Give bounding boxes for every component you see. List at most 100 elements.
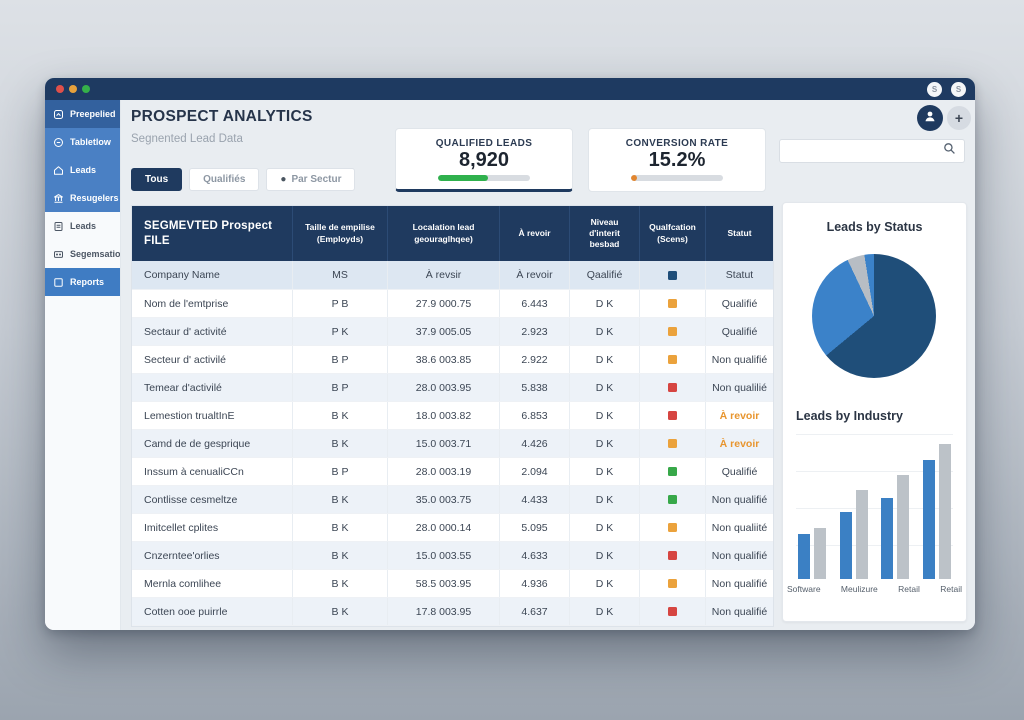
column-header-location: Localation lead geouraglhqee): [387, 206, 499, 261]
cell-name: Sectaur d' activité: [144, 325, 227, 338]
table-row[interactable]: Temear d'activilé B P 28.0 003.95 5.838 D K N…: [132, 374, 773, 402]
reports-icon: [53, 277, 64, 288]
cell-name: Mernla comlihee: [144, 577, 222, 590]
filter-button-tous[interactable]: Tous: [131, 168, 183, 191]
kpi-label: QUALIFIED LEADS: [435, 138, 533, 149]
sidebar-item-leads[interactable]: Leads: [45, 156, 120, 184]
status-square-icon: [668, 467, 677, 476]
cell-location: 15.0 003.71: [387, 430, 499, 457]
kpi-progress-track: [438, 175, 530, 181]
column-header-revoir: À revoir: [499, 206, 569, 261]
cell-statut: Non qualifié: [705, 542, 773, 569]
cell-revoir: 4.637: [499, 598, 569, 625]
sidebar-item-tabletlow[interactable]: Tabletlow: [45, 128, 120, 156]
table-row[interactable]: Contlisse cesmeltze B K 35.0 003.75 4.433 D …: [132, 486, 773, 514]
cell-size: B K: [292, 570, 387, 597]
table-icon: [53, 137, 64, 148]
bar-groups: [798, 434, 951, 579]
sidebar-item-segemsation[interactable]: Segemsation: [45, 240, 120, 268]
cell-niveau: D K: [569, 458, 639, 485]
cell-statut: Statut: [705, 261, 773, 289]
table-row[interactable]: Cnzerntee'orlies B K 15.0 003.55 4.633 D K No…: [132, 542, 773, 570]
bar-x-label: Meulizure: [840, 584, 878, 594]
cell-name: Imitcellet cplites: [144, 521, 219, 534]
cell-niveau: Qaalifié: [569, 261, 639, 289]
cell-statut: À revoir: [705, 430, 773, 457]
status-pie-chart: [812, 254, 936, 378]
traffic-light-minimize-button[interactable]: [69, 85, 77, 93]
status-square-icon: [668, 551, 677, 560]
cell-location: 37.9 005.05: [387, 318, 499, 345]
status-square-icon: [668, 270, 677, 280]
table-row[interactable]: Sectaur d' activité P K 37.9 005.05 2.923 D …: [132, 318, 773, 346]
cell-size: B K: [292, 542, 387, 569]
sidebar-item-preepelied[interactable]: Preepelied: [45, 100, 120, 128]
status-square-icon: [668, 355, 677, 364]
table-row[interactable]: Cotten ooe puirrle B K 17.8 003.95 4.637 D K…: [132, 598, 773, 626]
table-row[interactable]: Imitcellet cplites B K 28.0 000.14 5.095 D K…: [132, 514, 773, 542]
sidebar-item-label: Segemsation: [70, 249, 120, 259]
status-square-icon: [668, 579, 677, 588]
cell-revoir: À revoir: [499, 261, 569, 289]
cell-qualification: [639, 430, 705, 457]
status-square-icon: [668, 523, 677, 532]
cell-statut: Non qualifié: [705, 486, 773, 513]
status-square-icon: [668, 607, 677, 616]
cell-name: Temear d'activilé: [144, 381, 222, 394]
user-icon: [923, 109, 937, 128]
kpi-value: 15.2%: [648, 149, 706, 171]
cell-niveau: D K: [569, 542, 639, 569]
main-content: PROSPECT ANALYTICS Segnented Lead Data T…: [121, 100, 975, 630]
table-row[interactable]: Lemestion trualtInE B K 18.0 003.82 6.853 D …: [132, 402, 773, 430]
kpi-progress-track: [631, 175, 723, 181]
cell-niveau: D K: [569, 430, 639, 457]
bar-leads: [839, 511, 852, 579]
charts-panel: Leads by Status Leads by Industry Softwa…: [782, 202, 967, 622]
cell-name: Company Name: [144, 269, 220, 281]
table-body: Company Name MS À revsir À revoir Qaalifié St…: [132, 261, 773, 626]
kpi-progress-fill: [631, 175, 637, 181]
cell-name: Secteur d' activilé: [144, 353, 226, 366]
sidebar-item-leads[interactable]: Leads: [45, 212, 120, 240]
titlebar-badge-icon[interactable]: S: [951, 82, 966, 97]
sidebar-item-reports[interactable]: Reports: [45, 268, 120, 296]
cell-revoir: 2.094: [499, 458, 569, 485]
filter-label: Par Sectur: [291, 174, 342, 185]
table-row[interactable]: Camd de de gesprique B K 15.0 003.71 4.426 D…: [132, 430, 773, 458]
traffic-light-close-button[interactable]: [56, 85, 64, 93]
cell-revoir: 4.633: [499, 542, 569, 569]
add-button[interactable]: +: [947, 106, 971, 130]
cell-name: Nom de l'emtprise: [144, 297, 229, 310]
bullet-dot-icon: ●: [280, 174, 287, 185]
titlebar-badge-icon[interactable]: S: [927, 82, 942, 97]
cell-qualification: [639, 374, 705, 401]
kpi-progress-fill: [438, 175, 488, 181]
cell-statut: Non qualifié: [705, 570, 773, 597]
search-input[interactable]: [788, 145, 943, 157]
table-row[interactable]: Inssum à cenualiCCn B P 28.0 003.19 2.094 D …: [132, 458, 773, 486]
table-subheader-row[interactable]: Company Name MS À revsir À revoir Qaalifié St…: [132, 261, 773, 290]
bar-x-labels: Software Meulizure Retail Retail: [787, 584, 962, 594]
table-row[interactable]: Mernla comlihee B K 58.5 003.95 4.936 D K Non…: [132, 570, 773, 598]
kpi-card-conversion-rate: CONVERSION RATE 15.2%: [588, 128, 766, 192]
search-icon[interactable]: [943, 142, 956, 160]
cell-niveau: D K: [569, 598, 639, 625]
table-row[interactable]: Nom de l'emtprise P B 27.9 000.75 6.443 D K Q…: [132, 290, 773, 318]
sidebar-item-label: Resugelers: [70, 193, 119, 203]
cell-name: Camd de de gesprique: [144, 437, 251, 450]
filter-button-par-sectur[interactable]: ● Par Sectur: [266, 168, 356, 191]
sidebar-item-resugelers[interactable]: Resugelers: [45, 184, 120, 212]
filter-buttons: Tous Qualifiés ● Par Sectur: [131, 168, 356, 191]
cell-statut: À revoir: [705, 402, 773, 429]
cell-location: 28.0 003.19: [387, 458, 499, 485]
user-avatar[interactable]: [917, 105, 943, 131]
cell-statut: Non qualiité: [705, 514, 773, 541]
table-row[interactable]: Secteur d' activilé B P 38.6 003.85 2.922 D …: [132, 346, 773, 374]
traffic-light-zoom-button[interactable]: [82, 85, 90, 93]
industry-bar-chart: [796, 434, 953, 579]
filter-button-qualifi-s[interactable]: Qualifiés: [189, 168, 260, 191]
cell-name: Contlisse cesmeltze: [144, 493, 238, 506]
cell-name: Inssum à cenualiCCn: [144, 465, 244, 478]
bar-x-label: Retail: [940, 584, 962, 594]
